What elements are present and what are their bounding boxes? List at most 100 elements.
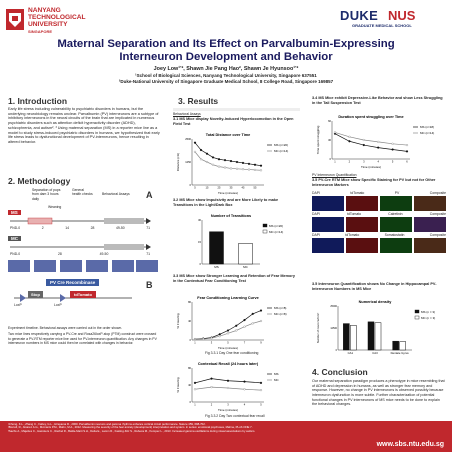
ntu-logo: NANYANG TECHNOLOGICAL UNIVERSITY SINGAPO…: [6, 7, 96, 39]
data-point: [223, 159, 227, 162]
ms-timeline: [10, 217, 151, 225]
ms-pnd-3: 28: [90, 226, 95, 230]
stain-label-composite: Composite: [429, 212, 446, 216]
data-point: [243, 388, 246, 391]
mc-timeline: [10, 244, 151, 250]
stain-label-tdtomato: tdTomato: [345, 233, 360, 237]
x-tick-label: 3: [211, 341, 213, 345]
legend-entry: MC (n=8): [274, 312, 287, 316]
data-point: [205, 152, 209, 155]
mc-pnd-4: 71: [146, 252, 150, 256]
duke-nus-logo: DUKE NUS GRADUATE MEDICAL SCHOOL: [340, 9, 448, 39]
loxp-label-2: LoxP: [54, 303, 62, 307]
ms-tag: MS: [8, 210, 21, 215]
bar: [399, 341, 406, 351]
contextual-recall-chart: Contextual Recall (24 hours later) Time (…: [176, 362, 279, 412]
y-axis-label: Time spent struggling: [316, 125, 320, 154]
x-tick-label: 5: [392, 160, 394, 164]
x-tick-label: 55: [254, 186, 257, 190]
x-tick-label: 5: [227, 341, 229, 345]
series-line: [194, 142, 262, 167]
chart-title: Fear Conditioning Learning Curve: [197, 296, 258, 300]
bar: [392, 340, 399, 351]
y-tick-label: 30: [328, 138, 331, 142]
x-tick-label: CA1: [348, 351, 354, 355]
data-point: [199, 148, 203, 152]
y-tick-label: 0: [190, 400, 192, 404]
title-line-1: Maternal Separation and Its Effect on Pa…: [57, 38, 395, 50]
y-tick-label: 60: [328, 119, 331, 123]
y-axis-label: % Freezing: [176, 377, 180, 393]
data-point: [251, 322, 254, 325]
stain-row-3: [312, 238, 446, 253]
stain-label-composite: Composite: [429, 191, 446, 195]
x-tick-label: 1: [334, 160, 336, 164]
y-tick-label: 40: [188, 383, 191, 387]
x-tick-label: 7: [244, 341, 246, 345]
separation-note: Separation of pups from dam 3 hours dail…: [32, 188, 61, 201]
legend-entry: MS (n = 3): [421, 310, 435, 314]
x-tick-label: 5: [260, 403, 262, 407]
data-point: [235, 167, 239, 170]
stain-image: [312, 196, 344, 211]
method-note-b: Two mice lines respectively carrying a P…: [8, 332, 157, 345]
data-point: [210, 386, 213, 389]
reference-1: ¹Chong, K.L., Zhang C., Fahey, G.L., Hir…: [8, 422, 206, 426]
y-tick-label: 0: [200, 262, 202, 266]
data-point: [226, 329, 230, 332]
data-point: [211, 163, 215, 166]
result-3-4: 3.4 MS Mice exhibit Depressive-Like Beha…: [312, 96, 443, 105]
cre-box: PV Cre Recombinase: [46, 279, 100, 286]
y-tick-label: 0: [190, 338, 192, 342]
data-point: [211, 156, 215, 159]
y-tick-label: 12500: [330, 327, 337, 330]
data-point: [247, 168, 251, 171]
reference-3: ³Sachs A., Majettes C., Hamsters C., Rac…: [8, 428, 256, 433]
series-line: [194, 310, 262, 340]
data-point: [193, 141, 197, 144]
data-point: [348, 135, 351, 138]
stain-row-2-labels: DAPI tdTomato Calretinin Composite: [312, 212, 446, 216]
stain-row-3-labels: DAPI tdTomato Somatostatin Composite: [312, 233, 446, 237]
behav-note: Behavioral Assays: [102, 192, 130, 196]
footer-url[interactable]: www.sbs.ntu.edu.sg: [376, 441, 444, 448]
references: ¹Chong, K.L., Zhang C., Fahey, G.L., Hir…: [8, 422, 388, 433]
stain-image: [380, 217, 412, 232]
y-axis-label: % Freezing: [176, 313, 180, 329]
stain-image: [414, 196, 446, 211]
x-tick-label: 3: [363, 160, 365, 164]
x-tick-label: 2: [349, 160, 351, 164]
stain-image: [312, 238, 344, 253]
x-axis-label: Time (minutes): [218, 408, 238, 412]
methodology-heading: 2. Methodology: [8, 176, 71, 186]
panel-a-label: A: [146, 190, 153, 200]
bar: [350, 325, 357, 351]
x-tick-label: 5: [194, 186, 196, 190]
mc-pnd-row: PND-0 28 49-50 71: [10, 252, 150, 256]
footer-bar: ¹Chong, K.L., Zhang C., Fahey, G.L., Hir…: [0, 421, 452, 452]
ntu-name-2: TECHNOLOGICAL: [28, 14, 86, 21]
data-point: [348, 140, 351, 143]
series-line: [334, 133, 408, 152]
x-tick-label: 3: [227, 403, 229, 407]
bar: [209, 231, 224, 265]
y-tick-label: 1250: [185, 160, 191, 164]
stain-label-somatostatin: Somatostatin: [384, 233, 405, 237]
data-point: [391, 148, 394, 151]
stain-image: [414, 238, 446, 253]
method-note-a: Experiment timeline. Behavioral assays w…: [8, 326, 123, 330]
data-point: [259, 381, 263, 384]
data-point: [241, 168, 245, 171]
transitions-chart: Number of Transitions MS MC 0 15 30 MS (n=20) M…: [198, 214, 283, 269]
x-axis-label: Time (minutes): [361, 165, 381, 169]
stain-row-1-labels: DAPI tdTomato PV Composite: [312, 191, 446, 195]
genotyping-note: General health checks: [72, 188, 93, 197]
data-point: [253, 168, 257, 172]
data-point: [226, 332, 230, 335]
duke-sub: GRADUATE MEDICAL SCHOOL: [352, 23, 412, 28]
legend-entry: MS (n=18): [420, 125, 434, 129]
data-point: [377, 146, 380, 149]
bar: [343, 323, 350, 351]
panel-b-label: B: [146, 280, 153, 290]
ntu-name-3: UNIVERSITY: [28, 21, 68, 28]
